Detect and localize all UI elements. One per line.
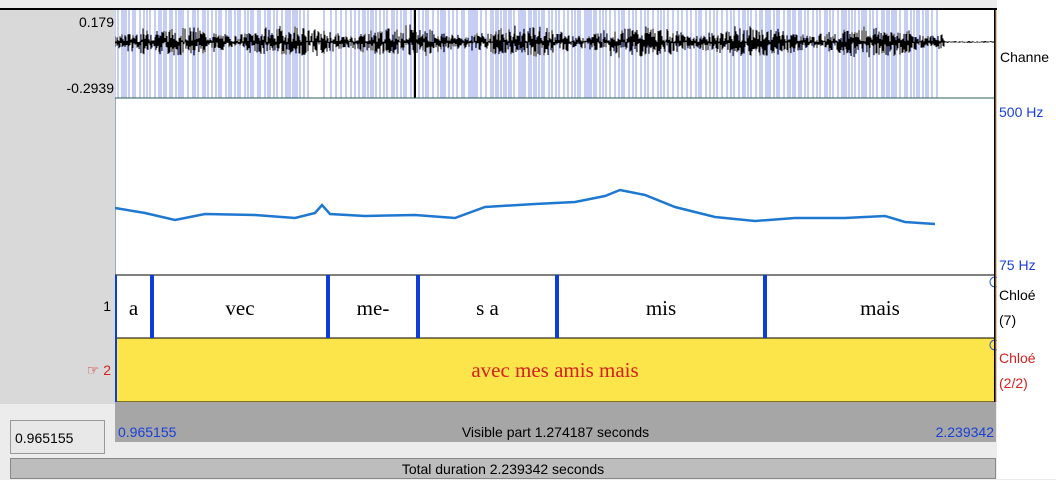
visible-label: Visible part 1.274187 seconds [461,424,650,440]
tier-count: (2/2) [999,375,1028,391]
boundaries [115,275,997,402]
boundary [115,275,117,338]
visible-start: 0.965155 [118,424,177,440]
pitch-curve [115,188,936,226]
interval-label: vec [225,296,255,320]
waveform-bg [115,10,995,98]
boundary [150,275,154,338]
wave-max: 0.179 [78,14,114,30]
interval-label: s a [476,296,499,320]
interval-label: a [128,296,139,320]
boundary [115,338,117,402]
boundary [763,275,767,338]
left-panel [0,8,115,404]
total-bar: Total duration 2.239342 seconds [10,458,996,479]
channel-label: Channe [1000,49,1050,65]
interval-label: me- [356,296,390,320]
pitch-top: 500 Hz [999,104,1044,120]
boundary [555,275,559,338]
pitch-bottom: 75 Hz [999,257,1036,273]
interval-label: avec mes amis mais [471,358,639,382]
cursor-time: 0.965155 [10,420,105,454]
pitch-bg [115,97,996,276]
signal-view [115,10,997,402]
boundary [326,275,330,338]
visible-end: 2.239342 [935,424,994,440]
top-border [0,8,997,10]
tier-name: Chloé [999,287,1036,303]
tier-number: ☞ 2 [86,362,111,378]
waveform [115,24,995,58]
wave-min: -0.2939 [66,80,114,96]
voiced-stripes [115,10,938,98]
tier-number: 1 [103,298,111,314]
tier-count: (7) [999,312,1017,328]
interval-label: mais [860,296,900,320]
visible-bar [115,402,996,442]
right-panel [997,0,1056,479]
interval-label: mis [645,296,677,320]
boundary [416,275,420,338]
tier-name: Chloé [999,350,1036,366]
